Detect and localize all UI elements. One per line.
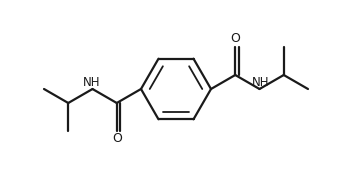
Text: NH: NH xyxy=(83,75,100,88)
Text: NH: NH xyxy=(252,75,269,88)
Text: O: O xyxy=(230,33,240,46)
Text: O: O xyxy=(112,132,122,145)
